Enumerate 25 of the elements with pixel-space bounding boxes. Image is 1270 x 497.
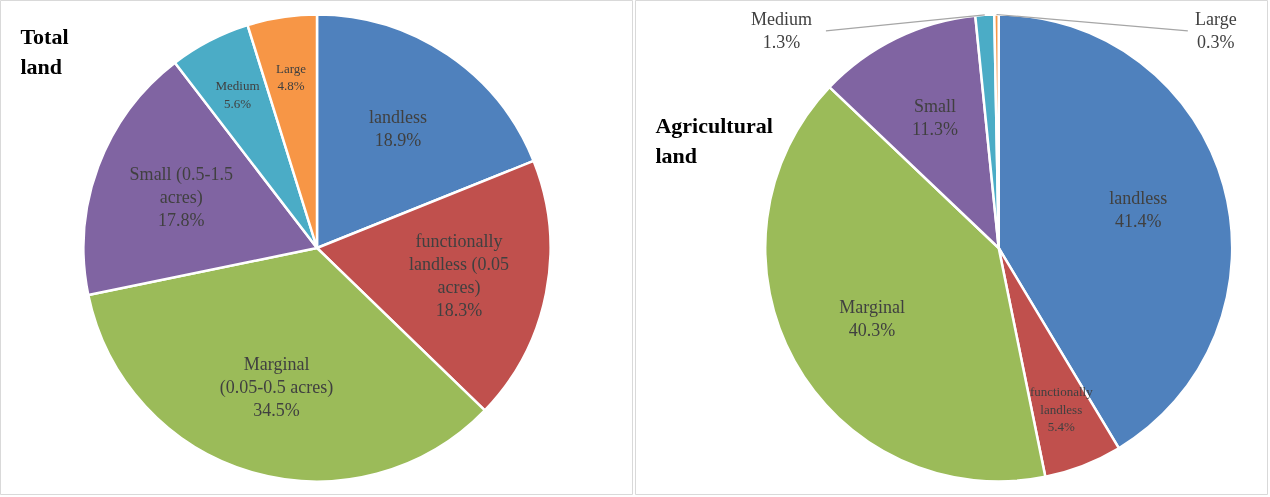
data-label: 11.3% (912, 119, 958, 140)
slice-label: Large (275, 61, 307, 77)
slice-label: landless (1109, 187, 1168, 208)
data-label: 17.8% (158, 210, 205, 231)
text: Total land (20, 23, 69, 79)
slice-label: Marginal (0.05-0.5 acres) (219, 354, 334, 398)
slice-label: Medium (215, 78, 260, 94)
data-label: 34.5% (253, 400, 300, 420)
data-label: 41.4% (1114, 210, 1162, 231)
slice-label: Large (1195, 9, 1237, 30)
data-label: 18.9% (374, 129, 422, 150)
data-label: 18.3% (435, 300, 483, 321)
slice-label: functionally landless (0.05 acres) (409, 231, 510, 299)
slice-label: Marginal (839, 296, 905, 317)
slice-label: Small (914, 96, 957, 117)
data-label: 40.3% (848, 319, 896, 340)
data-label: 5.6% (223, 95, 252, 111)
data-label: 5.4% (1047, 418, 1075, 434)
data-label: 1.3% (762, 32, 801, 53)
data-label: 0.3% (1197, 32, 1235, 53)
text: Agricultural land (655, 112, 773, 168)
slice-label: Medium (751, 9, 813, 30)
slice-label: Small (0.5-1.5 acres) (129, 164, 234, 209)
data-label: 4.8% (277, 78, 305, 94)
slice-label: landless (369, 106, 428, 127)
